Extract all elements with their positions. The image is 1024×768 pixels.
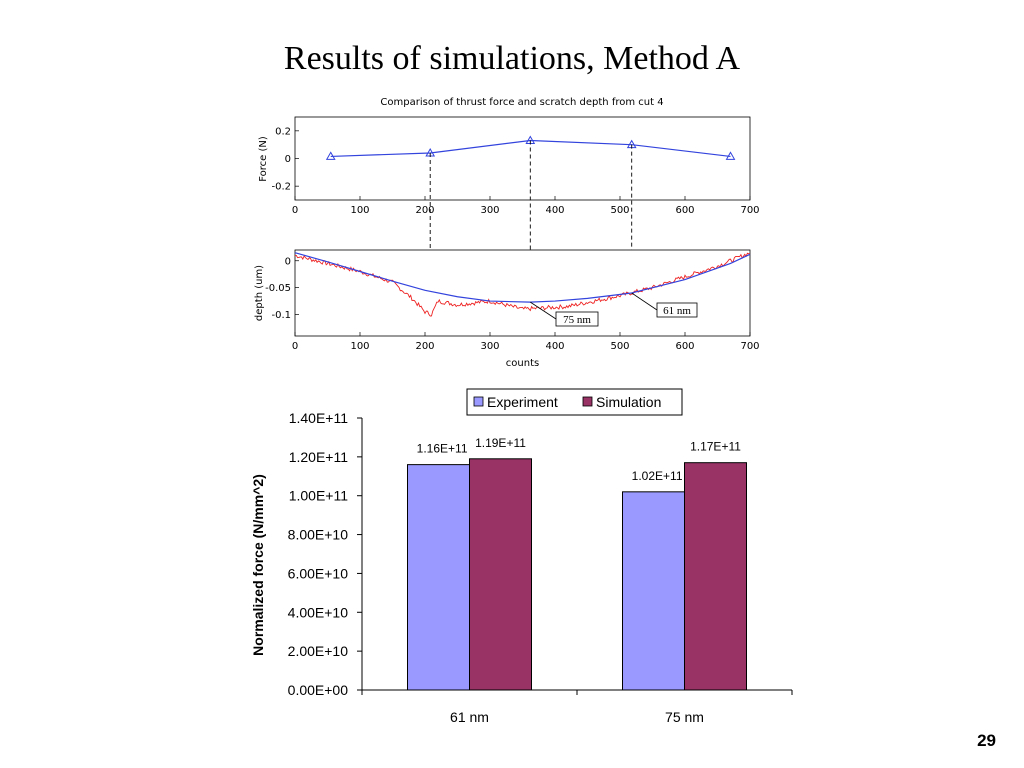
force-plot-y-tick-label: 0 xyxy=(285,154,291,165)
depth-plot-x-tick-label: 0 xyxy=(292,341,298,352)
y-tick-label: 1.20E+11 xyxy=(289,449,349,465)
legend-swatch-experiment xyxy=(473,396,484,407)
force-data-point xyxy=(725,151,736,160)
legend-label-experiment: Experiment xyxy=(487,394,558,410)
force-plot-x-tick-label: 300 xyxy=(480,205,499,216)
bar-simulation xyxy=(684,462,747,691)
depth-plot-y-tick-label: -0.1 xyxy=(271,310,291,321)
legend-box xyxy=(466,388,683,416)
slide-title: Results of simulations, Method A xyxy=(283,40,741,77)
page-number: 29 xyxy=(977,731,996,750)
annotation-box xyxy=(656,302,698,318)
annotation-leader xyxy=(530,301,557,320)
legend-label-simulation: Simulation xyxy=(596,394,661,410)
force-plot-title: Comparison of thrust force and scratch d… xyxy=(380,97,663,108)
depth-fit-line xyxy=(294,252,751,303)
legend: Experiment Simulation xyxy=(466,388,683,416)
y-tick-label: 2.00E+10 xyxy=(288,643,349,659)
force-plot-y-tick-label: -0.2 xyxy=(271,182,291,193)
annotation-box xyxy=(555,311,599,327)
depth-plot-x-tick-label: 300 xyxy=(480,341,499,352)
depth-plot-x-tick-label: 500 xyxy=(610,341,629,352)
force-data-point xyxy=(325,151,336,160)
force-plot-x-tick-label: 400 xyxy=(545,205,564,216)
depth-plot-x-tick-label: 400 xyxy=(545,341,564,352)
y-tick-label: 0.00E+00 xyxy=(288,682,349,698)
depth-plot-x-tick-label: 600 xyxy=(675,341,694,352)
depth-plot-x-tick-label: 100 xyxy=(350,341,369,352)
depth-x-axis-label: counts xyxy=(506,358,539,369)
annotation-label: 61 nm xyxy=(663,305,691,317)
y-tick-label: 8.00E+10 xyxy=(288,527,349,543)
data-label: 1.19E+11 xyxy=(475,436,526,450)
annotation-label: 75 nm xyxy=(563,314,591,326)
bar-experiment xyxy=(407,464,470,691)
annotation-leader xyxy=(631,292,658,311)
x-tick-label: 61 nm xyxy=(450,709,489,725)
depth-plot-x-tick-label: 700 xyxy=(740,341,759,352)
force-plot-x-tick-label: 200 xyxy=(415,205,434,216)
depth-plot-axes-box xyxy=(294,249,751,337)
force-plot-x-tick-label: 100 xyxy=(350,205,369,216)
y-tick-label: 6.00E+10 xyxy=(288,565,349,581)
y-axis-label: Normalized force (N/mm^2) xyxy=(250,474,266,656)
bar-plot-area: 0.00E+00 2.00E+10 4.00E+10 6.00E+10 8.00E+10… xyxy=(288,410,793,725)
force-plot-x-tick-label: 500 xyxy=(610,205,629,216)
data-label: 1.02E+11 xyxy=(632,469,683,483)
force-plot-x-tick-label: 0 xyxy=(292,205,298,216)
legend-swatch-simulation xyxy=(582,396,593,407)
depth-plot-y-tick-label: -0.05 xyxy=(265,283,291,294)
bar-simulation xyxy=(469,458,532,691)
force-plot-x-tick-label: 700 xyxy=(740,205,759,216)
depth-plot-y-tick-label: 0 xyxy=(285,256,291,267)
force-plot-x-tick-label: 600 xyxy=(675,205,694,216)
data-label: 1.17E+11 xyxy=(690,440,741,454)
depth-y-axis-label: depth (um) xyxy=(254,265,265,321)
depth-plot-x-tick-label: 200 xyxy=(415,341,434,352)
depth-plot: 0 100 200 300 400 500 600 700 0 -0.05 -0.1 depth (u… xyxy=(254,249,760,369)
force-plot-axes-box xyxy=(294,116,751,201)
y-tick-label: 1.40E+11 xyxy=(289,410,349,426)
force-y-axis-label: Force (N) xyxy=(258,136,269,182)
data-label: 1.16E+11 xyxy=(417,442,468,456)
bar-experiment xyxy=(622,491,685,691)
y-tick-label: 4.00E+10 xyxy=(288,604,349,620)
y-tick-label: 1.00E+11 xyxy=(289,488,349,504)
x-tick-label: 75 nm xyxy=(665,709,704,725)
force-plot-y-tick-label: 0.2 xyxy=(275,126,291,137)
